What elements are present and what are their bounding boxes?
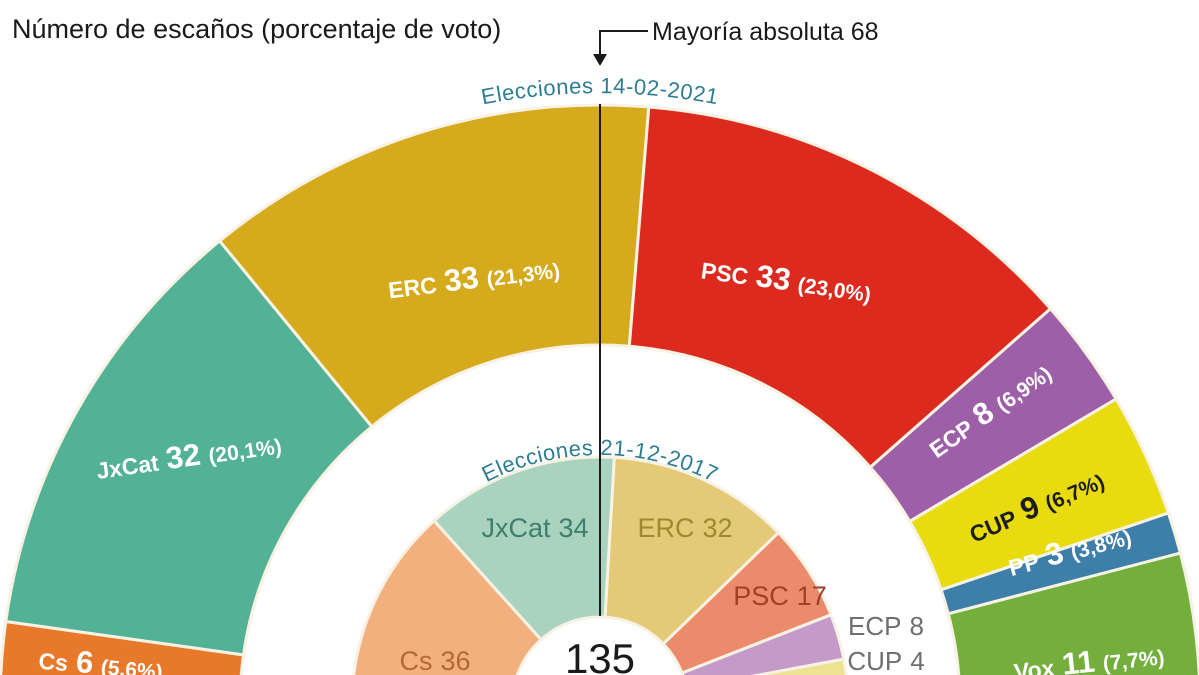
segment-label-vox-2021: Vox 11 (7,7%): [1012, 636, 1166, 675]
segment-outer-psc: [627, 105, 1053, 470]
segment-label-erc-2017: ERC 32: [637, 513, 732, 543]
segment-label-cs-2017: Cs 36: [399, 646, 470, 675]
segment-inner-jxcat: [431, 455, 616, 642]
majority-arrow: [599, 30, 648, 54]
segment-inner-ecp: [680, 612, 846, 675]
majority-arrowhead-icon: [593, 54, 607, 66]
majority-label: Mayoría absoluta 68: [652, 18, 879, 46]
segment-outer-vox: [946, 551, 1199, 675]
page-title: Número de escaños (porcentaje de voto): [12, 14, 501, 44]
segment-label-ecp-2017: ECP 8: [848, 611, 924, 641]
segment-label-cs-2021: Cs 6 (5,6%): [37, 641, 164, 675]
total-seats-label: 135: [565, 635, 635, 675]
ring-2017: [352, 455, 848, 675]
ring-2021: [0, 103, 1199, 675]
segment-inner-cs: [352, 518, 544, 675]
segment-label-cup-2017: CUP 4: [847, 646, 924, 675]
segment-inner-cup: [751, 657, 848, 675]
segment-label-jxcat-2017: JxCat 34: [481, 513, 588, 543]
segment-outer-erc: [217, 103, 651, 429]
segment-inner-erc: [603, 455, 781, 647]
segment-label-psc-2017: PSC 17: [733, 581, 827, 611]
segment-outer-jxcat: [4, 238, 374, 657]
